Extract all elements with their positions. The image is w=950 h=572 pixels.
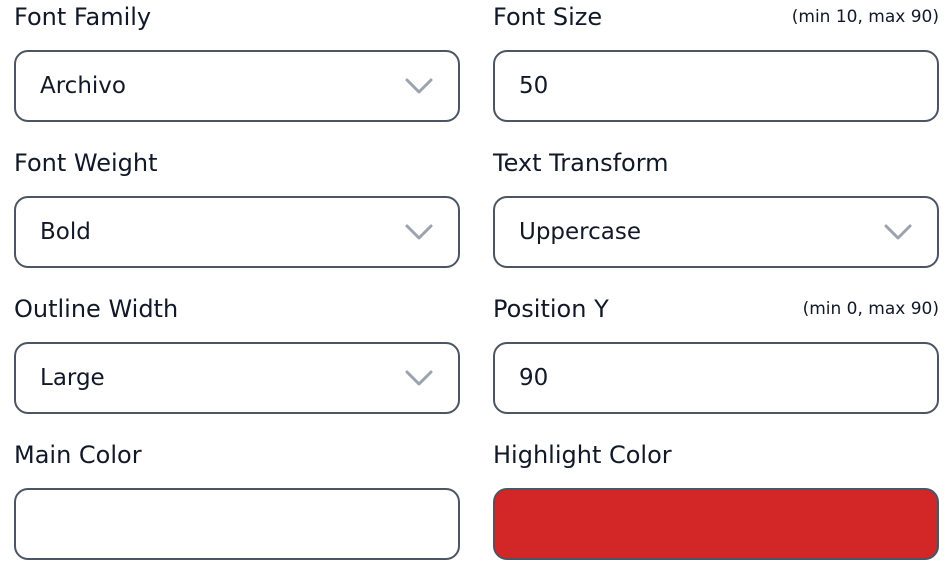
chevron-down-icon: [405, 78, 433, 94]
font-size-range-hint: (min 10, max 90): [791, 7, 939, 27]
position-y-range-hint: (min 0, max 90): [802, 299, 939, 319]
highlight-color-swatch[interactable]: [493, 488, 939, 560]
text-transform-field: Text Transform Uppercase: [493, 146, 939, 268]
position-y-label: Position Y: [493, 295, 609, 323]
outline-width-label: Outline Width: [14, 295, 179, 323]
position-y-label-row: Position Y (min 0, max 90): [493, 292, 939, 332]
main-color-label-row: Main Color: [14, 438, 460, 478]
text-transform-value: Uppercase: [519, 219, 642, 245]
font-family-label: Font Family: [14, 3, 152, 31]
outline-width-value: Large: [40, 365, 105, 391]
main-color-field: Main Color: [14, 438, 460, 560]
highlight-color-field: Highlight Color: [493, 438, 939, 560]
font-size-input[interactable]: 50: [493, 50, 939, 122]
font-weight-field: Font Weight Bold: [14, 146, 460, 268]
font-weight-select[interactable]: Bold: [14, 196, 460, 268]
font-size-label-row: Font Size (min 10, max 90): [493, 0, 939, 40]
chevron-down-icon: [884, 224, 912, 240]
font-family-field: Font Family Archivo: [14, 0, 460, 122]
text-transform-select[interactable]: Uppercase: [493, 196, 939, 268]
font-weight-label: Font Weight: [14, 149, 158, 177]
outline-width-label-row: Outline Width: [14, 292, 460, 332]
position-y-value: 90: [519, 365, 549, 391]
chevron-down-icon: [405, 224, 433, 240]
text-transform-label: Text Transform: [493, 149, 669, 177]
outline-width-select[interactable]: Large: [14, 342, 460, 414]
font-family-select[interactable]: Archivo: [14, 50, 460, 122]
outline-width-field: Outline Width Large: [14, 292, 460, 414]
position-y-field: Position Y (min 0, max 90) 90: [493, 292, 939, 414]
font-family-value: Archivo: [40, 73, 126, 99]
position-y-input[interactable]: 90: [493, 342, 939, 414]
highlight-color-label-row: Highlight Color: [493, 438, 939, 478]
text-transform-label-row: Text Transform: [493, 146, 939, 186]
chevron-down-icon: [405, 370, 433, 386]
font-weight-value: Bold: [40, 219, 91, 245]
font-size-label: Font Size: [493, 3, 603, 31]
main-color-swatch[interactable]: [14, 488, 460, 560]
font-size-value: 50: [519, 73, 549, 99]
font-family-label-row: Font Family: [14, 0, 460, 40]
main-color-label: Main Color: [14, 441, 142, 469]
highlight-color-label: Highlight Color: [493, 441, 672, 469]
font-size-field: Font Size (min 10, max 90) 50: [493, 0, 939, 122]
font-weight-label-row: Font Weight: [14, 146, 460, 186]
